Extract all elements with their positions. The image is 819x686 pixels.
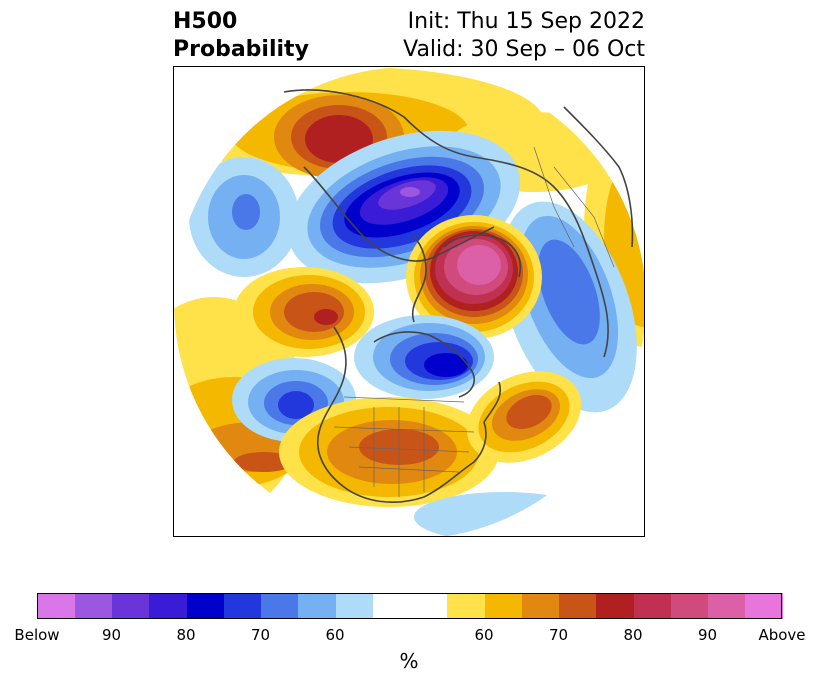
colorbar xyxy=(37,593,783,619)
coastline xyxy=(283,89,609,358)
coastline xyxy=(317,326,425,503)
colorbar-segment xyxy=(707,593,746,619)
colorbar-tick-label: 80 xyxy=(176,626,196,644)
anomaly-zone xyxy=(278,391,314,419)
colorbar-segment xyxy=(297,593,336,619)
border-line xyxy=(553,166,615,268)
border-line xyxy=(533,146,575,248)
border-line xyxy=(358,466,460,473)
chart-dates: Init: Thu 15 Sep 2022 Valid: 30 Sep – 06… xyxy=(403,8,645,64)
colorbar-tick-label: 70 xyxy=(250,626,271,644)
colorbar-segment xyxy=(633,593,671,619)
colorbar-segment xyxy=(223,593,261,619)
colorbar-tick-label: 60 xyxy=(474,626,494,644)
colorbar-tick-label: 60 xyxy=(325,626,345,644)
colorbar-tick-label: Above xyxy=(758,626,806,644)
border-line xyxy=(348,446,470,453)
chart-title: H500 Probability xyxy=(173,8,309,64)
anomaly-zone xyxy=(400,187,420,197)
anomaly-zone xyxy=(506,395,552,429)
init-date: Init: Thu 15 Sep 2022 xyxy=(407,9,645,34)
coastline xyxy=(563,106,634,248)
anomaly-field xyxy=(174,67,644,536)
colorbar-segment xyxy=(670,593,708,619)
colorbar-segment xyxy=(744,593,783,619)
colorbar-segment xyxy=(558,593,597,619)
anomaly-zone xyxy=(234,452,294,472)
coastline xyxy=(483,381,502,423)
title-line-1: H500 xyxy=(173,9,238,34)
anomaly-zone xyxy=(424,353,468,377)
colorbar-segment xyxy=(186,593,224,619)
anomaly-zone xyxy=(538,239,600,345)
anomaly-zone xyxy=(457,245,501,285)
colorbar-segment xyxy=(335,593,373,619)
colorbar-segment xyxy=(37,593,75,619)
colorbar-segment xyxy=(148,593,187,619)
border-line xyxy=(333,426,475,433)
anomaly-zone xyxy=(305,115,373,163)
colorbar-tick-label: 80 xyxy=(623,626,643,644)
anomaly-zone xyxy=(232,194,260,230)
coastlines xyxy=(283,89,634,503)
colorbar-segment xyxy=(484,593,522,619)
colorbar-segment xyxy=(446,593,485,619)
colorbar-segment xyxy=(595,593,634,619)
coastline xyxy=(423,421,487,498)
coastline xyxy=(373,331,475,398)
coastline xyxy=(411,236,427,323)
coastline xyxy=(443,234,521,278)
valid-date: Valid: 30 Sep – 06 Oct xyxy=(403,37,645,62)
colorbar-tick-label: 90 xyxy=(697,626,718,644)
colorbar-segment xyxy=(74,593,112,619)
polar-map xyxy=(174,67,644,536)
colorbar-tick-label: 90 xyxy=(101,626,122,644)
colorbar-tick-label: Below xyxy=(14,626,60,644)
colorbar-segment xyxy=(372,593,448,619)
title-line-2: Probability xyxy=(173,37,309,62)
borders xyxy=(333,146,615,497)
colorbar-segment xyxy=(111,593,150,619)
coastline xyxy=(303,166,495,262)
border-line xyxy=(343,396,465,403)
colorbar-segment xyxy=(521,593,559,619)
colorbar-unit: % xyxy=(399,649,419,673)
map-panel xyxy=(173,66,645,537)
colorbar-tick-label: 70 xyxy=(548,626,569,644)
anomaly-zone xyxy=(314,309,338,325)
colorbar-segment xyxy=(260,593,299,619)
